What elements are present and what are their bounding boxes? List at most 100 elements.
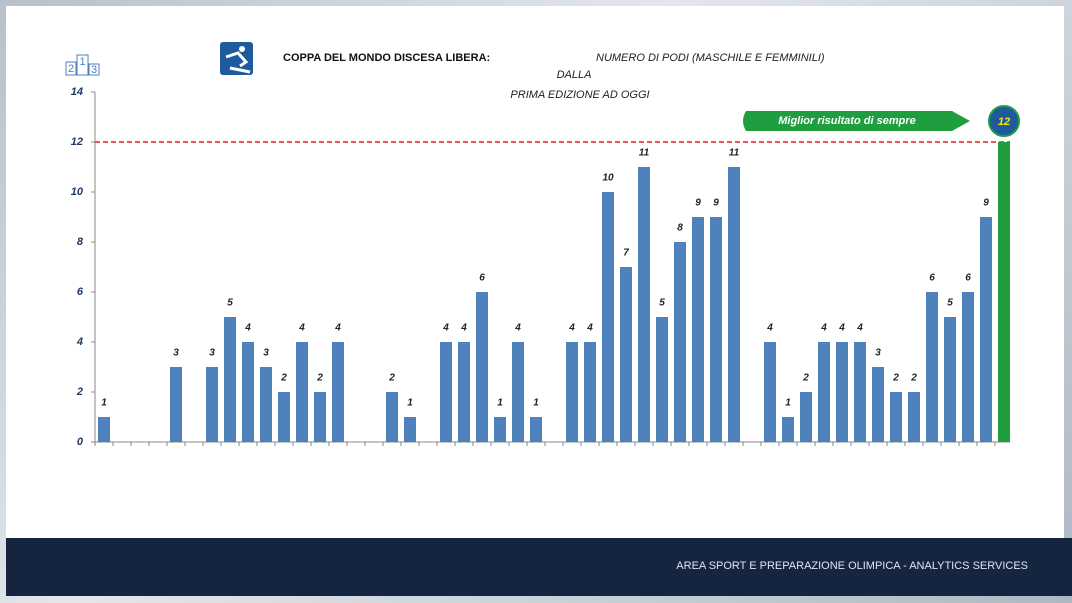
value-label: 6: [965, 273, 971, 284]
value-label: 4: [856, 323, 863, 334]
bar: [494, 417, 506, 442]
value-label: 4: [460, 323, 467, 334]
value-label: 11: [729, 148, 740, 159]
value-label: 4: [568, 323, 575, 334]
bar: [440, 342, 452, 442]
bar: [314, 392, 326, 442]
bar: [854, 342, 866, 442]
y-tick-label: 14: [71, 86, 83, 98]
chart-subtitle: PRIMA EDIZIONE AD OGGI: [510, 89, 649, 101]
value-label: 4: [586, 323, 593, 334]
chart-subtitle: NUMERO DI PODI (MASCHILE E FEMMINILI): [596, 52, 825, 64]
bar: [386, 392, 398, 442]
bar: [206, 367, 218, 442]
chart-subtitle: DALLA: [557, 69, 592, 81]
bar: [98, 417, 110, 442]
bar: [242, 342, 254, 442]
bar: [530, 417, 542, 442]
value-label: 3: [263, 348, 269, 359]
value-label: 9: [983, 198, 989, 209]
value-label: 2: [802, 373, 809, 384]
value-label: 5: [227, 298, 233, 309]
chart-title: COPPA DEL MONDO DISCESA LIBERA:: [283, 52, 490, 64]
y-tick-label: 2: [76, 386, 83, 398]
podium-label: 3: [91, 64, 97, 76]
bar: [890, 392, 902, 442]
bar: [656, 317, 668, 442]
value-label: 4: [838, 323, 845, 334]
bar: [170, 367, 182, 442]
value-label: 1: [101, 398, 107, 409]
value-label: 2: [316, 373, 323, 384]
bar: [602, 192, 614, 442]
bar: [998, 142, 1010, 442]
highlight-badge: [988, 105, 1020, 137]
value-label: 1: [533, 398, 539, 409]
bar: [908, 392, 920, 442]
value-label: 5: [659, 298, 665, 309]
annotation: Miglior risultato di sempre: [743, 111, 970, 131]
footer-text: AREA SPORT E PREPARAZIONE OLIMPICA - ANA…: [676, 560, 1028, 572]
value-label: 4: [820, 323, 827, 334]
value-label: 2: [280, 373, 287, 384]
value-label: 7: [623, 248, 629, 259]
bar: [818, 342, 830, 442]
value-label: 5: [947, 298, 953, 309]
value-label: 1: [497, 398, 503, 409]
bar: [638, 167, 650, 442]
value-label: 6: [929, 273, 935, 284]
slide-panel: [6, 6, 1064, 538]
value-label: 3: [173, 348, 179, 359]
bar: [296, 342, 308, 442]
bar: [728, 167, 740, 442]
bar: [710, 217, 722, 442]
value-label: 2: [910, 373, 917, 384]
bar: [404, 417, 416, 442]
podium-label: 1: [79, 56, 85, 68]
value-label: 10: [602, 173, 614, 184]
y-tick-label: 12: [71, 136, 83, 148]
y-tick-label: 4: [76, 336, 83, 348]
value-label: 11: [639, 148, 650, 159]
bar: [782, 417, 794, 442]
value-label: 4: [334, 323, 341, 334]
value-label: 2: [892, 373, 899, 384]
bar: [692, 217, 704, 442]
bar: [800, 392, 812, 442]
bar: [764, 342, 776, 442]
bar: [278, 392, 290, 442]
value-label: 3: [875, 348, 881, 359]
value-label: 4: [298, 323, 305, 334]
bar: [566, 342, 578, 442]
bar: [962, 292, 974, 442]
podium-icon: 2 1 3: [65, 54, 100, 76]
bar: [584, 342, 596, 442]
value-label: 3: [209, 348, 215, 359]
footer: AREA SPORT E PREPARAZIONE OLIMPICA - ANA…: [6, 538, 1072, 596]
value-label: 9: [713, 198, 719, 209]
bar: [332, 342, 344, 442]
y-tick-label: 10: [71, 186, 84, 198]
value-label: 12: [998, 116, 1010, 128]
value-label: 2: [388, 373, 395, 384]
ski-icon: [220, 42, 253, 75]
bar: [620, 267, 632, 442]
annotation-text: Miglior risultato di sempre: [778, 115, 916, 127]
value-label: 6: [479, 273, 485, 284]
bar: [458, 342, 470, 442]
y-tick-label: 8: [77, 236, 84, 248]
value-label: 4: [514, 323, 521, 334]
podium-label: 2: [68, 63, 74, 75]
value-label: 1: [407, 398, 413, 409]
bar: [926, 292, 938, 442]
bar: [944, 317, 956, 442]
bar: [872, 367, 884, 442]
value-label: 4: [766, 323, 773, 334]
value-label: 1: [785, 398, 791, 409]
y-tick-label: 0: [77, 436, 84, 448]
bar: [674, 242, 686, 442]
bar: [836, 342, 848, 442]
bar: [512, 342, 524, 442]
